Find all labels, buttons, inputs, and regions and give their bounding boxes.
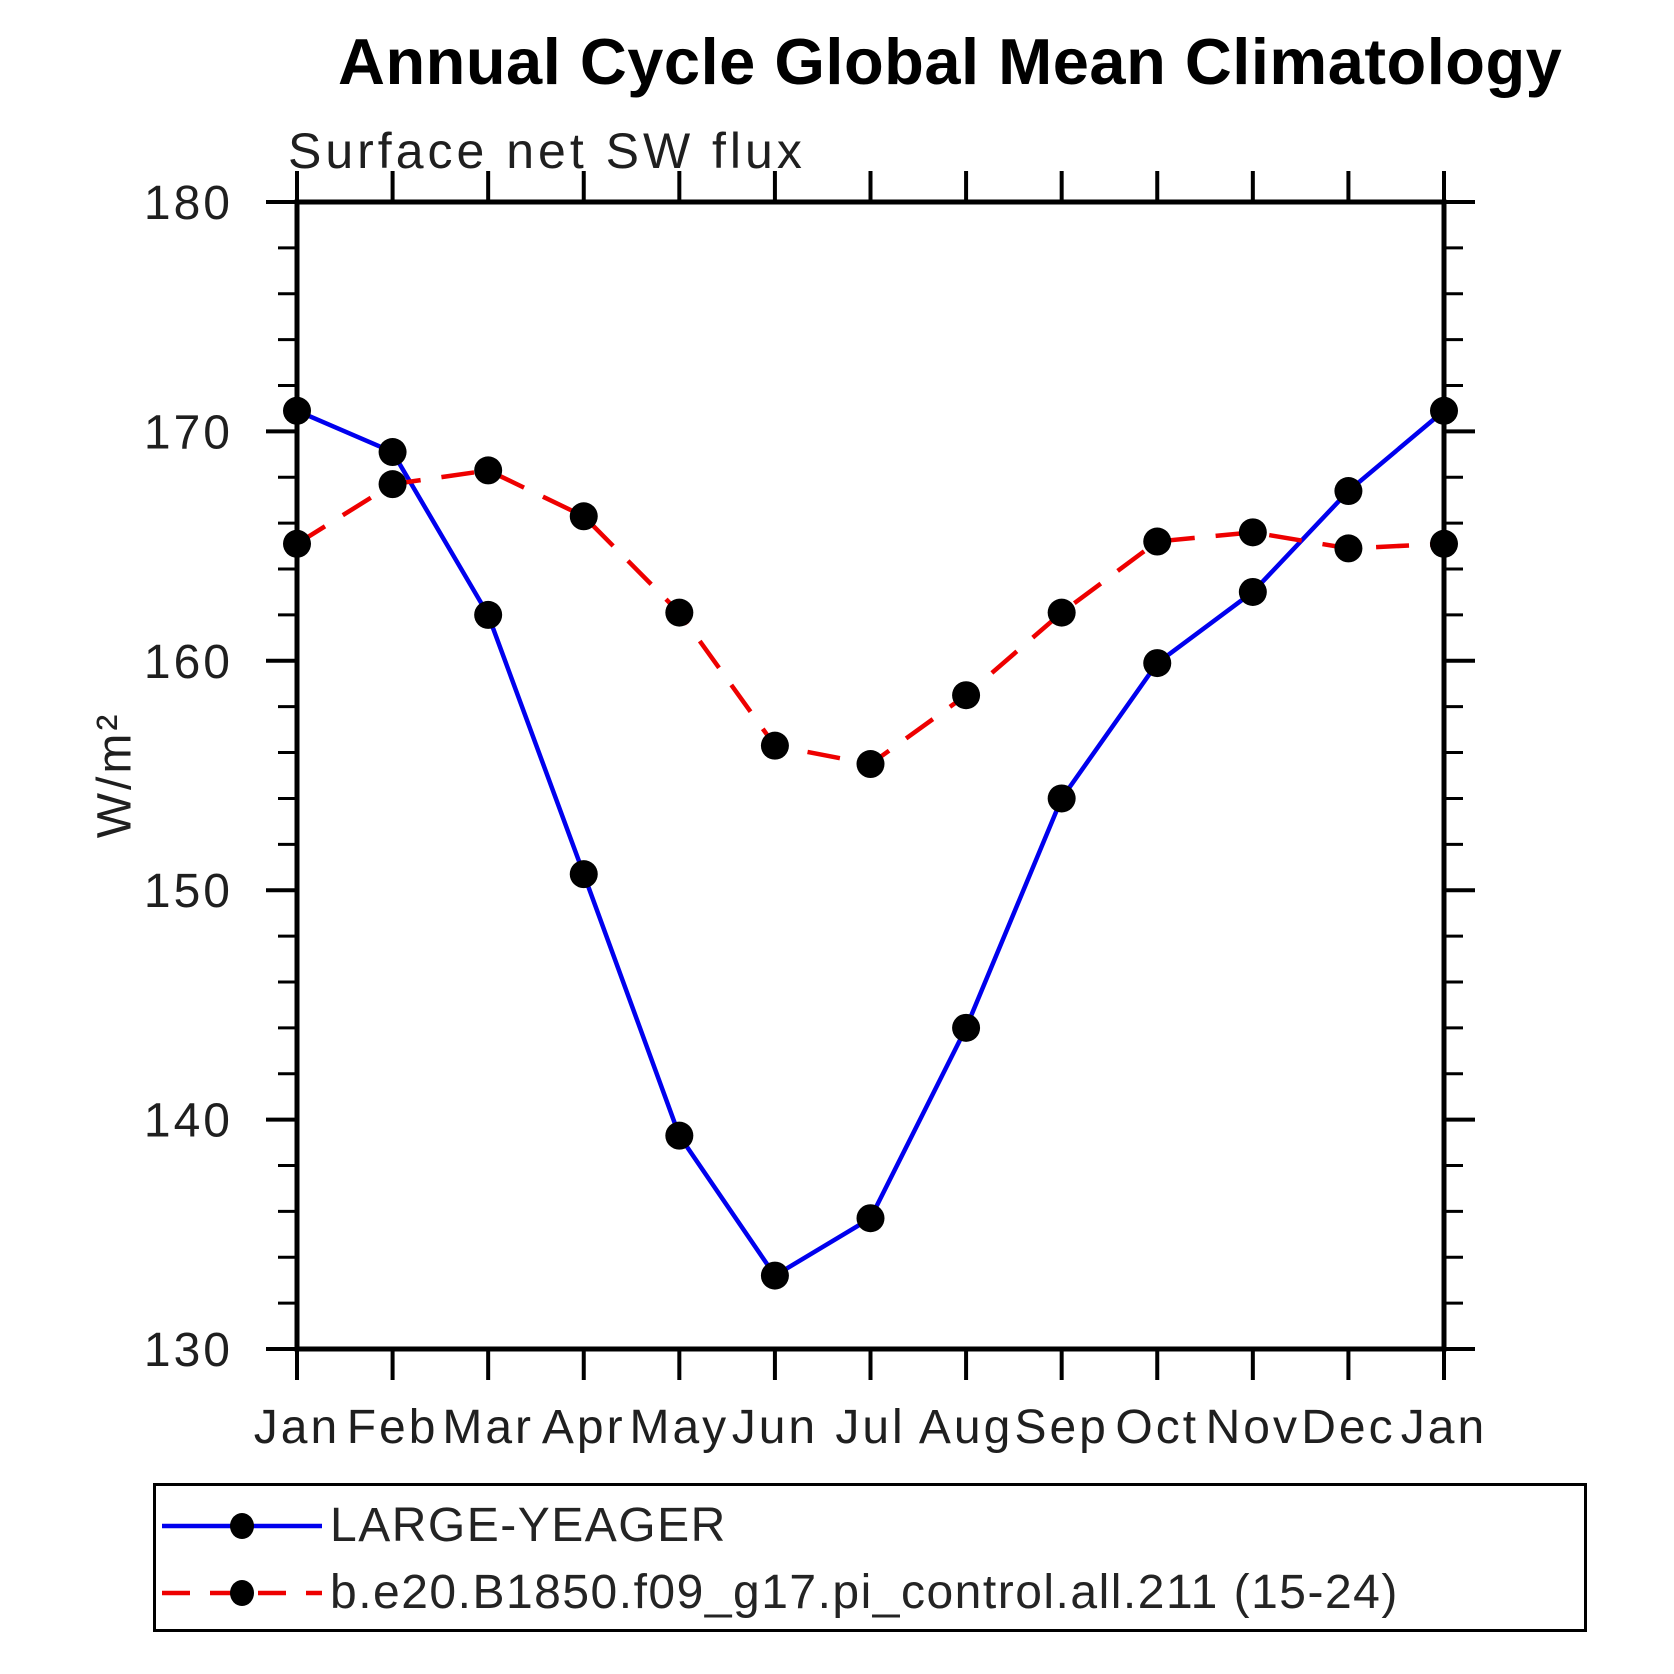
data-point-series-1 xyxy=(569,502,598,531)
y-tick-label: 130 xyxy=(144,1324,233,1377)
data-point-series-0 xyxy=(856,1204,885,1233)
data-point-series-1 xyxy=(856,750,885,779)
data-point-series-1 xyxy=(1143,527,1172,556)
data-point-series-1 xyxy=(760,731,789,760)
x-tick-label: Sep xyxy=(1014,1401,1108,1454)
legend-item-large-yeager: LARGE-YEAGER xyxy=(156,1495,1584,1557)
data-point-series-0 xyxy=(1238,577,1267,606)
legend-label: LARGE-YEAGER xyxy=(330,1499,727,1552)
chart-title: Annual Cycle Global Mean Climatology xyxy=(338,25,1563,98)
x-tick-label: Jan xyxy=(254,1401,340,1454)
x-tick-label: Mar xyxy=(442,1401,534,1454)
data-point-series-0 xyxy=(378,438,407,467)
y-tick-label: 160 xyxy=(144,636,233,689)
x-tick-label: Oct xyxy=(1115,1401,1199,1454)
x-tick-label: Dec xyxy=(1301,1401,1395,1454)
x-tick-label: Apr xyxy=(542,1401,626,1454)
x-tick-label: Aug xyxy=(919,1401,1013,1454)
y-tick-label: 180 xyxy=(144,177,233,230)
data-point-series-0 xyxy=(569,860,598,889)
data-point-series-0 xyxy=(1334,477,1363,506)
data-point-series-1 xyxy=(1334,534,1363,563)
series-line-1 xyxy=(295,468,1445,767)
data-point-series-1 xyxy=(952,681,981,710)
legend-item-pi-control: b.e20.B1850.f09_g17.pi_control.all.211 (… xyxy=(156,1562,1584,1624)
data-point-series-1 xyxy=(283,529,311,558)
x-tick-label: Jan xyxy=(1401,1401,1487,1454)
data-point-series-0 xyxy=(952,1013,981,1042)
series-line-0 xyxy=(296,408,1446,1279)
x-tick-label: Jul xyxy=(835,1401,905,1454)
data-point-series-1 xyxy=(1430,529,1458,558)
legend-label: b.e20.B1850.f09_g17.pi_control.all.211 (… xyxy=(330,1566,1399,1619)
y-tick-label: 150 xyxy=(144,865,233,918)
data-point-series-1 xyxy=(1238,518,1267,547)
legend-swatch-solid-line xyxy=(162,1513,322,1539)
data-point-series-0 xyxy=(1143,649,1172,678)
x-tick-label: Nov xyxy=(1206,1401,1300,1454)
y-tick-label: 170 xyxy=(144,406,233,459)
data-point-series-0 xyxy=(665,1121,694,1150)
data-point-series-1 xyxy=(378,470,407,499)
legend-swatch-dashed-line xyxy=(162,1580,322,1606)
data-point-series-0 xyxy=(283,396,311,425)
x-tick-label: Jun xyxy=(732,1401,818,1454)
x-tick-label: May xyxy=(629,1401,729,1454)
y-tick-label: 140 xyxy=(144,1095,233,1148)
data-point-series-0 xyxy=(760,1261,789,1290)
data-point-series-0 xyxy=(1430,396,1458,425)
data-point-series-1 xyxy=(665,598,694,627)
x-tick-label: Feb xyxy=(347,1401,439,1454)
legend: LARGE-YEAGER b.e20.B1850.f09_g17.pi_cont… xyxy=(153,1483,1587,1632)
data-point-series-1 xyxy=(474,456,503,485)
data-point-series-0 xyxy=(474,600,503,629)
plot-frame xyxy=(294,199,1447,1352)
data-point-series-0 xyxy=(1047,784,1076,813)
chart-subtitle: Surface net SW flux xyxy=(288,123,806,179)
data-point-series-1 xyxy=(1047,598,1076,627)
